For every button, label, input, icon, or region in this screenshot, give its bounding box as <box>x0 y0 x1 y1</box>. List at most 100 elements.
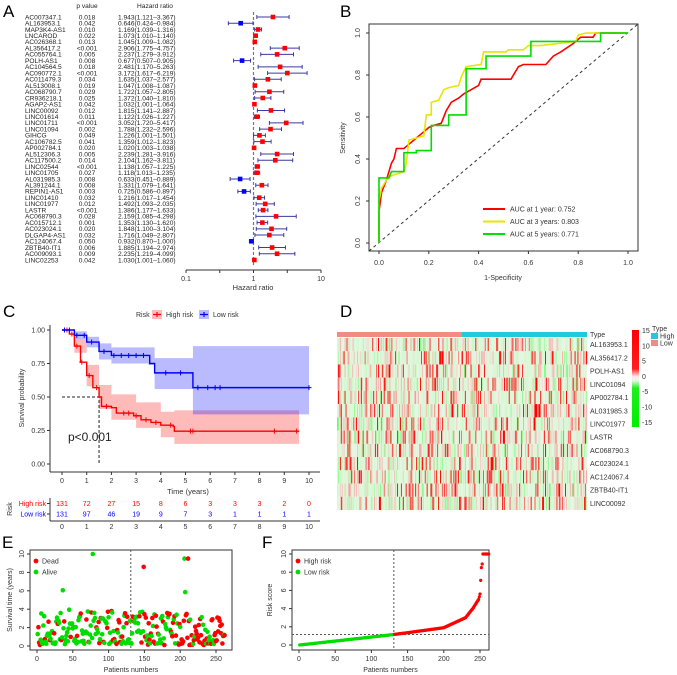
heatmap-cell <box>570 338 572 352</box>
heatmap-cell <box>499 404 501 418</box>
heatmap-cell <box>529 430 531 444</box>
heatmap-cell <box>370 377 372 391</box>
heatmap-cell <box>365 390 367 405</box>
heatmap-cell <box>562 496 564 510</box>
heatmap-cell <box>503 483 505 497</box>
heatmap-cell <box>345 470 347 484</box>
heatmap-cell <box>578 496 580 510</box>
heatmap-cell <box>584 338 586 352</box>
heatmap-cell <box>583 457 585 471</box>
hazard-ratio-text: 0.646(0.424–0.984) <box>118 21 176 28</box>
heatmap-cell <box>565 470 567 484</box>
y-tick-label: 10 <box>19 550 26 558</box>
heatmap-cell <box>434 470 436 484</box>
heatmap-cell <box>433 496 435 510</box>
heatmap-cell <box>413 351 415 365</box>
heatmap-cell <box>507 417 509 431</box>
heatmap-cell <box>463 377 466 391</box>
heatmap-cell <box>506 404 508 418</box>
heatmap-cell <box>337 404 340 418</box>
heatmap-cell <box>484 430 486 444</box>
heatmap-cell <box>397 404 399 418</box>
heatmap-cell <box>410 430 412 444</box>
heatmap-cell <box>340 457 342 471</box>
heatmap-cell <box>562 470 564 484</box>
heatmap-cell <box>542 377 544 391</box>
heatmap-cell <box>533 430 535 444</box>
heatmap-cell <box>467 470 469 484</box>
heatmap-cell <box>390 443 392 458</box>
heatmap-cell <box>417 483 419 497</box>
heatmap-cell <box>360 338 362 352</box>
heatmap-cell <box>368 364 370 378</box>
heatmap-cell <box>344 377 346 391</box>
heatmap-cell <box>387 496 389 510</box>
heatmap-cell <box>402 417 404 431</box>
heatmap-cell <box>533 404 535 418</box>
risk-table-count: 3 <box>208 501 212 508</box>
heatmap-cell <box>526 377 528 391</box>
heatmap-cell <box>504 483 507 497</box>
heatmap-cell <box>428 377 430 391</box>
heatmap-cell <box>517 470 519 484</box>
heatmap-cell <box>352 404 354 418</box>
heatmap-cell <box>476 430 478 444</box>
heatmap-cell <box>508 364 510 378</box>
x-tick-label: 5 <box>184 478 188 485</box>
heatmap-cell <box>562 417 564 431</box>
heatmap-cell <box>556 457 558 471</box>
heatmap-cell <box>481 496 483 510</box>
heatmap-cell <box>585 470 587 484</box>
heatmap-cell <box>354 417 356 431</box>
heatmap-cell <box>551 338 553 352</box>
heatmap-cell <box>460 457 462 471</box>
heatmap-cell <box>550 443 552 458</box>
gene-label: AC117500.2 <box>25 158 62 165</box>
heatmap-cell <box>498 417 500 431</box>
heatmap-cell <box>486 390 488 405</box>
heatmap-cell <box>484 377 486 391</box>
heatmap-cell <box>406 457 408 471</box>
heatmap-cell <box>409 364 411 378</box>
heatmap-cell <box>579 483 581 497</box>
alive-patient-point <box>85 609 91 614</box>
heatmap-cell <box>375 364 377 378</box>
heatmap-cell <box>517 496 519 510</box>
heatmap-cell <box>500 338 502 352</box>
heatmap-cell <box>532 417 534 431</box>
heatmap-cell <box>585 483 587 497</box>
p-value-annotation: p<0.001 <box>68 430 112 444</box>
gene-label: ZBTB40-IT1 <box>25 245 61 252</box>
heatmap-cell <box>387 430 389 444</box>
heatmap-cell <box>456 404 458 418</box>
heatmap-cell <box>372 483 374 497</box>
censor-mark <box>212 385 218 391</box>
heatmap-cell <box>485 483 487 497</box>
heatmap-cell <box>540 443 542 458</box>
heatmap-cell <box>409 457 411 471</box>
heatmap-cell <box>537 377 539 391</box>
heatmap-cell <box>507 430 509 444</box>
heatmap-cell <box>434 496 436 510</box>
heatmap-cell <box>348 390 350 405</box>
heatmap-cell <box>459 417 461 431</box>
heatmap-cell <box>566 338 569 352</box>
heatmap-cell <box>518 457 520 471</box>
heatmap-cell <box>439 390 441 405</box>
heatmap-cell <box>338 390 341 405</box>
heatmap-cell <box>454 351 456 365</box>
heatmap-cell <box>376 390 378 405</box>
heatmap-cell <box>440 483 442 497</box>
heatmap-cell <box>496 390 498 405</box>
heatmap-cell <box>420 404 423 418</box>
censor-mark <box>101 348 107 354</box>
heatmap-cell <box>411 377 413 391</box>
heatmap-cell <box>470 404 472 418</box>
heatmap-cell <box>444 457 446 471</box>
heatmap-cell <box>378 390 380 405</box>
heatmap-cell <box>374 457 376 471</box>
heatmap-cell <box>585 404 587 418</box>
heatmap-cell <box>532 390 534 405</box>
heatmap-cell <box>538 377 540 391</box>
